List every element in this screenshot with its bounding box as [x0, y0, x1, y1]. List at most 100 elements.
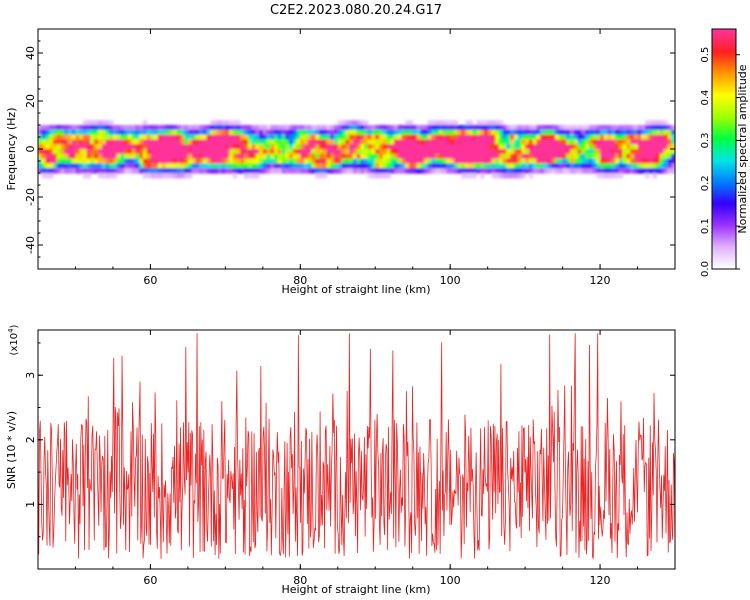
spectrogram-cell [360, 163, 365, 169]
spectrogram-cell [495, 129, 500, 136]
spectrogram-cell [543, 129, 549, 136]
spectrogram-cell [236, 134, 241, 140]
colorbar-segment [712, 67, 736, 70]
spectrogram-cell [169, 139, 174, 145]
spectrogram-cell [337, 163, 343, 169]
colorbar-segment [712, 153, 736, 156]
spectrogram-cell [386, 158, 391, 164]
spectrogram-cell [262, 125, 268, 131]
colorbar-segment [712, 165, 736, 168]
spectrogram-cell [334, 139, 339, 145]
colorbar-segment [712, 107, 736, 110]
snr-x-tick-label: 120 [590, 574, 611, 587]
spectrogram-cell [555, 163, 560, 169]
spectrogram-cell [142, 125, 148, 131]
spectrogram-cell [124, 158, 129, 164]
spectrogram-cell [146, 134, 152, 140]
spectrogram-cell [109, 173, 114, 179]
spectrogram-cell [585, 139, 590, 145]
spectrogram-cell [352, 144, 358, 150]
spectrogram-cell [281, 153, 286, 160]
spectrogram-cell [401, 153, 406, 160]
colorbar-segment [712, 207, 736, 210]
spectrogram-cell [90, 163, 95, 169]
spectrogram-cell [259, 134, 264, 140]
spectrogram-cell [326, 163, 331, 169]
spectrogram-cell [289, 139, 294, 145]
spectrogram-cell [270, 129, 275, 136]
spectrogram-cell [472, 144, 478, 150]
spectrogram-cell [139, 129, 144, 136]
spectrogram-cell [423, 153, 429, 160]
spectrogram-cell [356, 149, 361, 155]
spectrogram-cell [266, 149, 271, 155]
spectrogram-cell [592, 139, 597, 145]
colorbar-segment [712, 255, 736, 258]
spectrogram-cell [600, 168, 605, 174]
spectrogram-cell [154, 134, 159, 140]
spectrogram-cell [101, 163, 107, 169]
colorbar-segment [712, 251, 736, 254]
spectrogram-cell [337, 134, 343, 140]
spectrogram-cell [289, 168, 294, 174]
spectrogram-cell [371, 168, 376, 174]
spectrogram-cell [491, 153, 496, 160]
spectrogram-cell [157, 163, 163, 169]
spectrogram-cell [304, 139, 309, 145]
colorbar-tick-label: 0.5 [700, 47, 711, 63]
spectrogram-cell [450, 120, 455, 126]
spectrogram-cell [378, 163, 384, 169]
spectrogram-cell [487, 120, 492, 126]
colorbar-segment [712, 217, 736, 220]
spectrogram-cell [498, 153, 504, 160]
spectrogram-cell [112, 129, 118, 136]
spectrogram-cell [266, 134, 271, 140]
spectrogram-cell [435, 149, 440, 155]
spectrogram-cell [210, 163, 215, 169]
spectrogram-cell [622, 149, 627, 155]
spectrogram-cell [558, 129, 564, 136]
spectrogram-cell [109, 153, 114, 160]
spectrogram-cell [513, 158, 519, 164]
spectrogram-cell [150, 173, 155, 179]
spectrogram-cell [86, 139, 92, 145]
spectrogram-cell [543, 144, 549, 150]
spectrogram-cell [270, 134, 275, 140]
spectrogram-cell [603, 134, 609, 140]
spectrogram-cell [101, 173, 107, 179]
spectrogram-cell [663, 129, 669, 136]
spectrogram-cell [292, 129, 298, 136]
spectrogram-cell [352, 163, 358, 169]
spectrogram-cell [169, 168, 174, 174]
spectrogram-cell [337, 129, 343, 136]
spectrogram-cell [570, 139, 575, 145]
spectrogram-cell [109, 168, 114, 174]
spectrogram-cell [371, 134, 376, 140]
spectrogram-cell [607, 144, 612, 150]
spectrogram-cell [79, 139, 84, 145]
spectrogram-cell [390, 139, 395, 145]
spectrogram-cell [641, 139, 646, 145]
spectrogram-cell [551, 134, 556, 140]
colorbar-segment [712, 223, 736, 226]
spectrogram-cell [393, 125, 399, 131]
colorbar-segment [712, 41, 736, 44]
spectrogram-cell [191, 139, 196, 145]
spectrogram-cell [131, 149, 137, 155]
spectrogram-cell [450, 153, 455, 160]
spectrogram-cell [540, 129, 545, 136]
spectrogram-cell [423, 149, 429, 155]
spectrogram-cell [236, 163, 241, 169]
spectrogram-cell [517, 144, 522, 150]
spectrogram-cell [296, 158, 301, 164]
spectrogram-cell [382, 129, 388, 136]
spectrogram-cell [199, 129, 204, 136]
spectrogram-cell [161, 153, 166, 160]
spectrogram-cell [176, 173, 181, 179]
spectrogram-cell [423, 129, 429, 136]
spectrogram-cell [603, 129, 609, 136]
spectrogram-cell [356, 158, 361, 164]
spectrogram-cell [41, 153, 47, 160]
spectrogram-cell [232, 168, 238, 174]
